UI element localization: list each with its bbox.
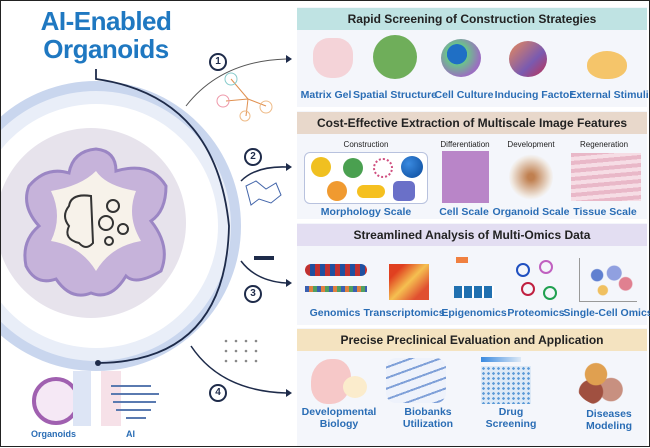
protein-icon-1: [516, 263, 530, 277]
section-4-header: Precise Preclinical Evaluation and Appli…: [297, 329, 647, 351]
label-cell-culture: Cell Culture: [434, 89, 494, 101]
ai-circuit-brain-icon: [111, 385, 159, 419]
cell-scale-image: [442, 151, 489, 203]
arrow-2: [240, 166, 287, 182]
label-biobanks-utilization: Biobanks Utilization: [403, 406, 453, 430]
label-inducing-factor: Inducing Factor: [494, 89, 574, 101]
external-stimuli-icon: [587, 51, 627, 79]
label-spatial-structure: Spatial Structure: [352, 89, 438, 101]
label-utilization: Utilization: [402, 418, 454, 430]
label-developmental-biology: Developmental Biology: [302, 406, 377, 430]
tissue-scale-image: [571, 153, 641, 201]
organoid-legend-bg: [73, 371, 91, 426]
label-drug-screening: Drug Screening: [486, 406, 537, 430]
bar-node-icon: [254, 256, 274, 260]
step-1-badge: 1: [209, 53, 227, 71]
sublabel-development: Development: [507, 140, 555, 149]
organoid-legend-icon: [32, 377, 80, 425]
sublabel-construction: Construction: [343, 140, 389, 149]
spatial-structure-icon: [373, 35, 417, 79]
label-tissue-scale: Tissue Scale: [573, 206, 637, 218]
organoid-blob-icon: [343, 376, 367, 398]
main-title: AI-Enabled Organoids: [31, 7, 181, 63]
morphology-shape-1: [311, 157, 331, 177]
label-diseases: Diseases: [586, 408, 632, 420]
dna-helix-icon: [305, 264, 367, 276]
label-transcriptomics: Transcriptomics: [363, 307, 445, 319]
connector-arc: [95, 69, 230, 364]
morphology-shape-5: [327, 181, 347, 201]
arrow-3: [240, 260, 287, 284]
label-modeling: Modeling: [585, 420, 633, 432]
organs-icon: [576, 361, 626, 405]
step-2-badge: 2: [244, 148, 262, 166]
label-epigenomics: Epigenomics: [441, 307, 507, 319]
morphology-shape-7: [393, 181, 415, 201]
morphology-shape-4: [401, 156, 423, 178]
label-cell-scale: Cell Scale: [439, 206, 489, 218]
dot-matrix-icon: [224, 339, 258, 363]
title-line-2: Organoids: [43, 34, 169, 64]
label-diseases-modeling: Diseases Modeling: [586, 408, 632, 432]
matrix-gel-icon: [313, 38, 353, 78]
label-screening: Screening: [485, 418, 537, 430]
protein-icon-2: [539, 260, 553, 274]
brain-gear-icon: [64, 194, 129, 248]
single-cell-scatter-icon: [579, 258, 637, 302]
biobank-plates-icon: [386, 358, 446, 403]
protein-icon-3: [521, 282, 535, 296]
network-icon: [216, 72, 273, 122]
sublabel-differentiation: Differentiation: [440, 140, 490, 149]
arrow-4: [190, 345, 287, 394]
label-drug: Drug: [498, 406, 524, 418]
sublabel-regeneration: Regeneration: [579, 140, 629, 149]
methylation-marker-icon: [456, 257, 468, 263]
inducing-factor-icon: [509, 41, 547, 77]
step-3-badge: 3: [244, 285, 262, 303]
legend-organoids: Organoids: [31, 429, 77, 439]
arrow-1: [185, 58, 287, 107]
label-morphology-scale: Morphology Scale: [320, 206, 412, 218]
morphology-shape-2: [343, 158, 363, 178]
gradient-bar-icon: [481, 357, 521, 362]
genomics-bars-icon: [305, 286, 367, 292]
label-biobanks: Biobanks: [404, 406, 452, 418]
organoid-lumen: [51, 171, 141, 271]
cell-culture-icon: [441, 39, 481, 77]
label-organoid-scale: Organoid Scale: [492, 206, 570, 218]
morphology-shape-6: [357, 185, 385, 198]
title-line-1: AI-Enabled: [40, 6, 172, 36]
section-2-header: Cost-Effective Extraction of Multiscale …: [297, 112, 647, 134]
step-4-badge: 4: [209, 384, 227, 402]
well-plate-icon: [481, 366, 531, 404]
label-proteomics: Proteomics: [507, 307, 565, 319]
label-genomics: Genomics: [309, 307, 361, 319]
label-developmental: Developmental: [301, 406, 377, 418]
label-biology: Biology: [319, 418, 359, 430]
connector-dot: [95, 360, 101, 366]
label-external-stimuli: External Stimuli: [569, 89, 649, 101]
legend-ai: AI: [126, 429, 135, 439]
ai-legend-bg: [101, 371, 121, 426]
central-organoid-diagram: [1, 55, 292, 426]
organoid-scale-image: [509, 153, 553, 201]
graph-icon: [245, 180, 282, 206]
epigenomics-icon: [454, 286, 494, 298]
section-1-header: Rapid Screening of Construction Strategi…: [297, 8, 647, 30]
label-matrix-gel: Matrix Gel: [300, 89, 352, 101]
protein-icon-4: [543, 286, 557, 300]
section-3-header: Streamlined Analysis of Multi-Omics Data: [297, 224, 647, 246]
morphology-shape-3: [373, 158, 393, 178]
heatmap-icon: [389, 264, 429, 300]
label-single-cell-omics: Single-Cell Omics: [563, 307, 650, 319]
